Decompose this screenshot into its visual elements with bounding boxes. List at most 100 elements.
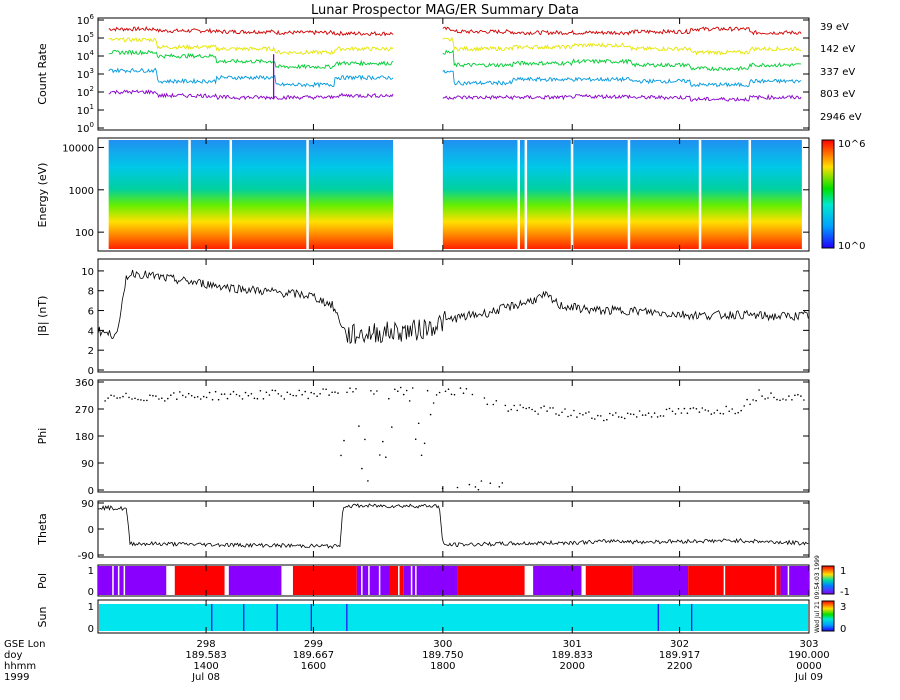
- phi-point: [182, 394, 184, 397]
- pol-segment-red: [585, 566, 633, 595]
- pol-colorbar: [821, 565, 835, 595]
- bmag-ytick-label: 0: [88, 366, 94, 377]
- phi-point: [546, 410, 548, 412]
- phi-point: [187, 392, 190, 395]
- phi-point: [752, 399, 754, 401]
- phi-point: [122, 395, 124, 398]
- phi-point: [155, 395, 157, 397]
- phi-point: [322, 388, 324, 390]
- phi-point: [340, 454, 342, 457]
- phi-point: [405, 389, 408, 392]
- phi-ylabel: Phi: [36, 428, 49, 445]
- phi-point: [782, 398, 784, 400]
- phi-point: [134, 397, 136, 400]
- phi-point: [295, 395, 298, 397]
- spectrogram-datagap: [748, 140, 752, 249]
- phi-point: [549, 407, 551, 409]
- phi-point: [226, 397, 229, 400]
- xaxis-row-hhmm: hhmm: [4, 661, 36, 672]
- phi-point: [486, 403, 489, 406]
- phi-point: [391, 426, 393, 428]
- phi-point: [734, 412, 736, 415]
- phi-point: [388, 397, 390, 400]
- phi-point: [498, 486, 501, 488]
- count-rate-ytick-label: 101: [77, 103, 94, 117]
- phi-point: [199, 398, 202, 400]
- pol-ytick-label: 1: [88, 566, 94, 577]
- series-line-2946-eV-1: [442, 93, 802, 102]
- phi-point: [758, 389, 760, 391]
- phi-point: [567, 415, 569, 418]
- phi-point: [785, 399, 787, 401]
- phi-point: [797, 393, 799, 396]
- phi-point: [629, 413, 632, 415]
- phi-point: [471, 393, 474, 396]
- phi-point: [361, 467, 363, 470]
- phi-point: [346, 391, 348, 394]
- phi-point: [232, 390, 235, 393]
- phi-point: [456, 486, 459, 489]
- count-rate-ytick-label: 105: [77, 31, 94, 45]
- energy-colorbar-max: 10^6: [838, 139, 865, 150]
- count-rate-ylabel: Count Rate: [36, 43, 49, 105]
- bmag-panel: [97, 258, 810, 373]
- pol-segment-red: [174, 566, 225, 595]
- phi-point: [788, 395, 790, 397]
- spectrogram-datagap: [188, 140, 191, 249]
- xaxis-row-doy: doy: [4, 650, 22, 661]
- phi-point: [143, 399, 145, 402]
- phi-point: [522, 406, 524, 409]
- phi-point: [196, 396, 199, 398]
- phi-point: [298, 389, 301, 392]
- phi-point: [755, 399, 757, 402]
- phi-point: [665, 408, 668, 411]
- series-line-337-eV-1: [442, 49, 802, 72]
- phi-point: [626, 412, 629, 415]
- sun-colorbar-min: 0: [840, 624, 846, 635]
- phi-point: [674, 413, 677, 415]
- phi-ytick-label: 180: [75, 432, 94, 443]
- spectrogram-datagap: [306, 140, 309, 249]
- theta-ytick-label: -90: [78, 551, 94, 562]
- spectrogram-block-0: [108, 140, 394, 249]
- phi-point: [408, 400, 411, 402]
- phi-ytick-label: 0: [88, 486, 94, 497]
- phi-point: [358, 425, 360, 427]
- phi-point: [379, 454, 381, 456]
- phi-point: [534, 410, 536, 413]
- theta-ylabel: Theta: [36, 513, 49, 546]
- spectrogram-datagap: [570, 140, 574, 249]
- energy-ytick-label: 1000: [69, 186, 94, 197]
- phi-point: [722, 413, 725, 415]
- phi-point: [280, 395, 283, 397]
- channel-label-2946: 2946 eV: [820, 112, 862, 123]
- phi-point: [376, 390, 378, 392]
- phi-point: [462, 392, 465, 395]
- phi-point: [677, 408, 680, 410]
- phi-point: [737, 411, 739, 414]
- phi-point: [173, 392, 175, 394]
- pol-datagap: [723, 566, 726, 595]
- xtick-label-lon: 302: [670, 639, 689, 650]
- spectrogram-panel: [97, 137, 810, 252]
- phi-point: [698, 411, 701, 413]
- phi-point: [241, 398, 244, 400]
- phi-point: [161, 397, 163, 400]
- phi-point: [411, 387, 414, 389]
- phi-point: [414, 438, 417, 441]
- pol-datagap: [378, 566, 381, 595]
- theta-ytick-label: 90: [81, 499, 94, 510]
- phi-point: [104, 400, 106, 402]
- plot-content: 1001011021031041051061001000100000246810…: [62, 13, 829, 683]
- phi-point: [271, 389, 274, 392]
- phi-point: [304, 390, 307, 393]
- phi-point: [495, 400, 498, 402]
- pol-segment-red: [292, 566, 357, 595]
- phi-point: [250, 393, 253, 395]
- energy-ylabel: Energy (eV): [36, 163, 49, 228]
- phi-point: [385, 456, 387, 459]
- xtick-label-date: Jul 09: [794, 672, 823, 683]
- phi-point: [125, 392, 127, 395]
- series-line-337-eV-0: [108, 49, 394, 70]
- channel-label-39: 39 eV: [820, 22, 849, 33]
